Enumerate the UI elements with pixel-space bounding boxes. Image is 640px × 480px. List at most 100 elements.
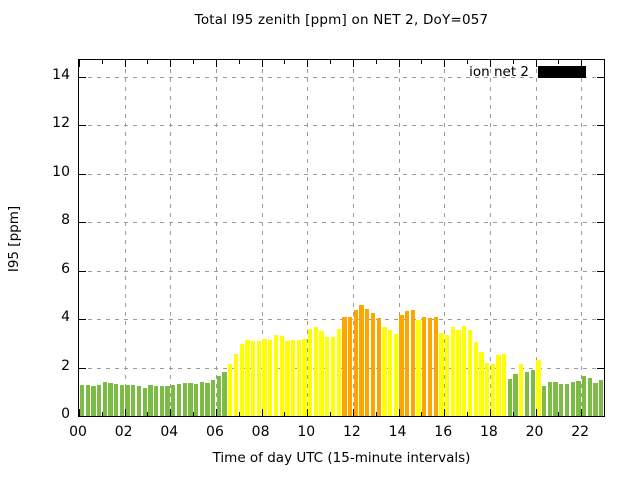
x-tick-label-18: 18 [479, 424, 498, 440]
chart-bar-11:30 [342, 317, 347, 416]
chart-bar-05:30 [205, 382, 210, 416]
y-tick-left-10 [79, 173, 86, 175]
x-tick-label-22: 22 [571, 424, 590, 440]
y-tick-left-4 [79, 319, 86, 321]
chart-bar-15:30 [433, 317, 438, 416]
chart-bar-12:45 [370, 313, 376, 416]
y-tick-left-6 [79, 270, 86, 272]
chart-bar-09:15 [290, 340, 296, 416]
chart-bar-04:30 [182, 382, 187, 416]
x-tick-label-00: 00 [69, 424, 87, 440]
x-tick-top-04 [170, 60, 172, 67]
gridline-x-12 [352, 60, 354, 416]
chart-bar-06:45 [233, 353, 239, 416]
x-tick-top-22 [581, 60, 583, 67]
y-tick-right-6 [597, 270, 604, 272]
chart-bar-08:45 [279, 335, 284, 416]
chart-bar-12:00 [353, 309, 358, 416]
chart-bar-07:00 [239, 343, 244, 416]
chart-bar-10:30 [319, 331, 324, 416]
chart-bar-14:00 [399, 314, 404, 416]
chart-bar-07:15 [245, 339, 250, 416]
y-tick-label-4: 4 [61, 309, 70, 326]
chart-bar-05:45 [211, 380, 216, 416]
y-axis-label: I95 [ppm] [6, 205, 22, 273]
chart-bar-00:45 [96, 384, 102, 416]
chart-bar-05:00 [193, 383, 199, 416]
y-tick-label-8: 8 [61, 212, 70, 229]
chart-bar-00:15 [85, 384, 90, 416]
chart-bar-14:45 [416, 319, 421, 416]
chart-bar-18:00 [490, 364, 495, 416]
gridline-x-14 [398, 60, 400, 416]
x-tick-bottom-02 [124, 409, 126, 416]
chart-bar-08:30 [273, 334, 279, 416]
y-tick-left-12 [79, 125, 86, 127]
x-tick-bottom-08 [261, 409, 263, 416]
chart-bar-01:30 [114, 383, 119, 416]
y-tick-right-14 [597, 76, 604, 78]
chart-bar-16:45 [462, 325, 467, 416]
x-tick-label-16: 16 [434, 424, 453, 440]
x-minor-tick-11 [330, 412, 332, 416]
chart-bar-11:15 [336, 329, 341, 416]
chart-bar-22:00 [581, 376, 587, 416]
x-minor-tick-top-21 [558, 60, 560, 64]
chart-bar-04:15 [176, 383, 182, 416]
gridline-x-20 [535, 60, 537, 416]
chart-bar-22:45 [599, 380, 604, 416]
x-minor-tick-13 [375, 412, 377, 416]
chart-bar-09:30 [296, 340, 301, 416]
y-tick-right-10 [597, 173, 604, 175]
chart-bar-03:15 [153, 385, 159, 416]
chart-bar-16:00 [445, 335, 450, 416]
x-tick-top-16 [444, 60, 446, 67]
chart-bar-22:15 [587, 378, 592, 416]
x-tick-top-02 [124, 60, 126, 67]
x-tick-label-20: 20 [525, 424, 544, 440]
chart-bar-11:00 [330, 337, 336, 416]
chart-bar-15:00 [422, 317, 427, 416]
y-tick-label-2: 2 [61, 357, 70, 374]
chart-bar-18:30 [502, 353, 507, 416]
chart-bar-02:00 [125, 384, 130, 416]
chart-bar-21:15 [564, 383, 570, 416]
chart-bar-06:30 [228, 363, 233, 416]
chart-bar-06:00 [216, 376, 222, 416]
chart-bar-22:30 [593, 382, 598, 416]
chart-bar-03:30 [159, 386, 164, 416]
chart-bar-13:00 [376, 317, 381, 416]
chart-bar-10:45 [325, 337, 330, 416]
chart-bar-08:00 [262, 339, 267, 416]
x-tick-bottom-10 [307, 409, 309, 416]
x-minor-tick-top-9 [284, 60, 286, 64]
chart-bar-07:45 [256, 341, 261, 416]
gridline-x-16 [444, 60, 446, 416]
chart-bar-17:15 [473, 341, 478, 416]
x-minor-tick-top-5 [193, 60, 195, 64]
x-minor-tick-15 [421, 412, 423, 416]
chart-bar-13:15 [382, 327, 387, 416]
y-tick-label-10: 10 [52, 163, 70, 180]
chart-bar-11:45 [348, 317, 353, 416]
x-tick-label-12: 12 [342, 424, 361, 440]
gridline-x-04 [170, 60, 172, 416]
chart-bar-10:00 [308, 329, 313, 416]
x-minor-tick-9 [284, 412, 286, 416]
x-minor-tick-17 [467, 412, 469, 416]
x-tick-label-02: 02 [114, 424, 133, 440]
chart-bar-05:15 [199, 382, 204, 416]
legend: ion net 2 [469, 64, 586, 80]
chart-bar-01:15 [108, 382, 113, 416]
x-tick-bottom-22 [581, 409, 583, 416]
gridline-x-08 [261, 60, 263, 416]
gridline-x-06 [215, 60, 217, 416]
x-tick-bottom-14 [398, 409, 400, 416]
chart-bar-01:00 [102, 382, 107, 416]
x-minor-tick-top-19 [512, 60, 514, 64]
chart-bar-02:45 [142, 387, 147, 416]
gridline-x-10 [307, 60, 309, 416]
y-tick-left-2 [79, 367, 86, 369]
x-tick-bottom-12 [352, 409, 354, 416]
chart-bar-08:15 [268, 339, 273, 416]
